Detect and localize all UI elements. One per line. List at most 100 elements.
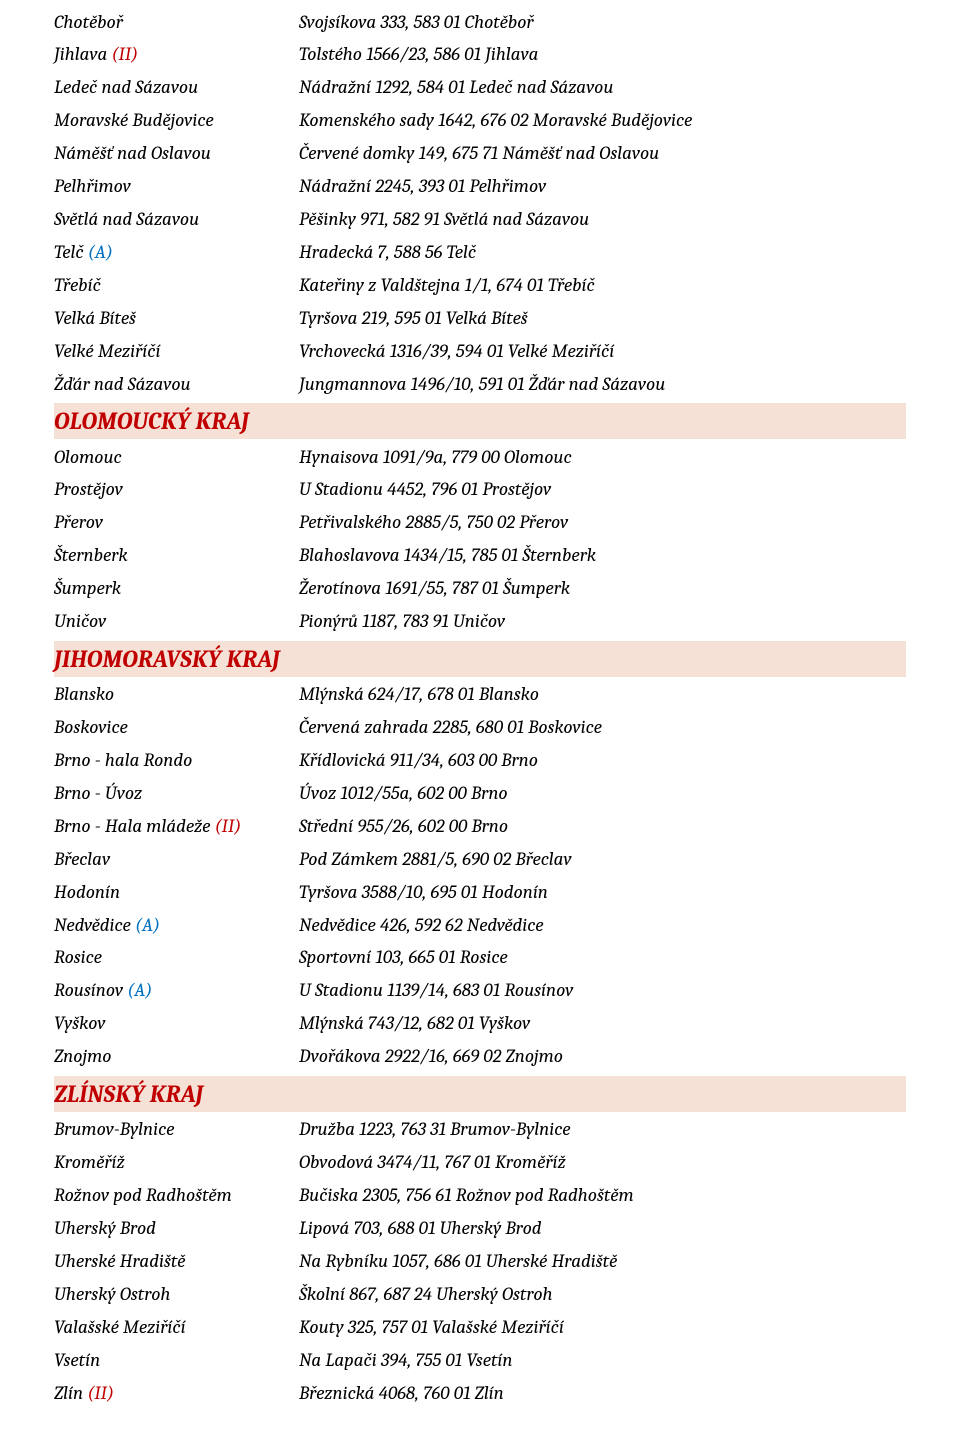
city-name: Nedvědice (A) bbox=[54, 912, 299, 940]
city-label: Valašské Meziříčí bbox=[54, 1316, 186, 1338]
city-name: Šternberk bbox=[54, 542, 299, 570]
address: Nádražní 2245, 393 01 Pelhřimov bbox=[299, 173, 906, 201]
table-row: Šternberk Blahoslavova 1434/15, 785 01 Št… bbox=[54, 540, 906, 573]
city-label: Náměšť nad Oslavou bbox=[54, 142, 211, 164]
city-name: Boskovice bbox=[54, 714, 299, 742]
city-name: Rosice bbox=[54, 944, 299, 972]
city-label: Vsetín bbox=[54, 1349, 100, 1371]
city-label: Brno - Úvoz bbox=[54, 782, 142, 804]
address-list: ChotěbořSvojsíkova 333, 583 01 ChotěbořJ… bbox=[54, 6, 906, 1410]
city-label: Hodonín bbox=[54, 881, 120, 903]
table-row: ŠumperkŽerotínova 1691/55, 787 01 Šumper… bbox=[54, 573, 906, 606]
city-label: Jihlava bbox=[54, 43, 107, 65]
table-row: OlomoucHynaisova 1091/9a, 779 00 Olomouc bbox=[54, 441, 906, 474]
table-row: Rousínov (A)U Stadionu 1139/14, 683 01 R… bbox=[54, 975, 906, 1008]
city-label: Rosice bbox=[54, 946, 102, 968]
table-row: KroměřížObvodová 3474/11, 767 01 Kroměří… bbox=[54, 1147, 906, 1180]
table-row: Uherské HradištěNa Rybníku 1057, 686 01 … bbox=[54, 1245, 906, 1278]
address: Blahoslavova 1434/15, 785 01 Šternberk bbox=[299, 542, 906, 570]
table-row: Rožnov pod RadhoštěmBučiska 2305, 756 61… bbox=[54, 1180, 906, 1213]
city-name: Valašské Meziříčí bbox=[54, 1314, 299, 1342]
city-label: Vyškov bbox=[54, 1012, 105, 1034]
city-name: Třebíč bbox=[54, 272, 299, 300]
address: Školní 867, 687 24 Uherský Ostroh bbox=[299, 1281, 906, 1309]
address: Petřivalského 2885/5, 750 02 Přerov bbox=[299, 509, 906, 537]
address: Na Lapači 394, 755 01 Vsetín bbox=[299, 1347, 906, 1375]
city-name: Brno - Úvoz bbox=[54, 780, 299, 808]
address: Úvoz 1012/55a, 602 00 Brno bbox=[299, 780, 906, 808]
address: Hradecká 7, 588 56 Telč bbox=[299, 239, 906, 267]
city-name: Prostějov bbox=[54, 476, 299, 504]
address: Vrchovecká 1316/39, 594 01 Velké Meziříč… bbox=[299, 338, 906, 366]
city-name: Břeclav bbox=[54, 846, 299, 874]
address: Březnická 4068, 760 01 Zlín bbox=[299, 1380, 906, 1408]
address: Nádražní 1292, 584 01 Ledeč nad Sázavou bbox=[299, 74, 906, 102]
city-name: Brno - Hala mládeže (II) bbox=[54, 813, 299, 841]
table-row: Ledeč nad SázavouNádražní 1292, 584 01 L… bbox=[54, 72, 906, 105]
city-label: Boskovice bbox=[54, 716, 128, 738]
address: Sportovní 103, 665 01 Rosice bbox=[299, 944, 906, 972]
table-row: ChotěbořSvojsíkova 333, 583 01 Chotěboř bbox=[54, 6, 906, 39]
table-row: Moravské BudějoviceKomenského sady 1642,… bbox=[54, 105, 906, 138]
table-row: Uherský OstrohŠkolní 867, 687 24 Uherský… bbox=[54, 1278, 906, 1311]
table-row: Brno - hala RondoKřídlovická 911/34, 603… bbox=[54, 744, 906, 777]
city-label: Světlá nad Sázavou bbox=[54, 208, 199, 230]
address: Komenského sady 1642, 676 02 Moravské Bu… bbox=[299, 107, 906, 135]
address: Červená zahrada 2285, 680 01 Boskovice bbox=[299, 714, 906, 742]
table-row: Náměšť nad Oslavou Červené domky 149, 675… bbox=[54, 138, 906, 171]
city-name: Hodonín bbox=[54, 879, 299, 907]
tag-ii: (II) bbox=[215, 815, 242, 837]
address: Pod Zámkem 2881/5, 690 02 Břeclav bbox=[299, 846, 906, 874]
city-label: Šternberk bbox=[54, 544, 128, 566]
address: Tyršova 3588/10, 695 01 Hodonín bbox=[299, 879, 906, 907]
city-name: Moravské Budějovice bbox=[54, 107, 299, 135]
tag-ii: (II) bbox=[87, 1382, 114, 1404]
address: Červené domky 149, 675 71 Náměšť nad Osl… bbox=[299, 140, 906, 168]
city-name: Blansko bbox=[54, 681, 299, 709]
city-name: Náměšť nad Oslavou bbox=[54, 140, 299, 168]
address: Družba 1223, 763 31 Brumov-Bylnice bbox=[299, 1116, 906, 1144]
city-label: Velké Meziříčí bbox=[54, 340, 160, 362]
city-label: Telč bbox=[54, 241, 84, 263]
table-row: Nedvědice (A)Nedvědice 426, 592 62 Nedvě… bbox=[54, 909, 906, 942]
city-name: Znojmo bbox=[54, 1043, 299, 1071]
city-name: Rožnov pod Radhoštěm bbox=[54, 1182, 299, 1210]
city-name: Uherské Hradiště bbox=[54, 1248, 299, 1276]
address: U Stadionu 1139/14, 683 01 Rousínov bbox=[299, 977, 906, 1005]
table-row: Žďár nad Sázavou Jungmannova 1496/10, 591… bbox=[54, 368, 906, 401]
table-row: Vyškov Mlýnská 743/12, 682 01 Vyškov bbox=[54, 1008, 906, 1041]
city-label: Žďár nad Sázavou bbox=[54, 373, 191, 395]
city-name: Brumov-Bylnice bbox=[54, 1116, 299, 1144]
table-row: Brumov-BylniceDružba 1223, 763 31 Brumov… bbox=[54, 1114, 906, 1147]
city-label: Blansko bbox=[54, 683, 114, 705]
address: Mlýnská 624/17, 678 01 Blansko bbox=[299, 681, 906, 709]
table-row: UničovPionýrů 1187, 783 91 Uničov bbox=[54, 606, 906, 639]
table-row: Přerov Petřivalského 2885/5, 750 02 Přero… bbox=[54, 507, 906, 540]
address: Střední 955/26, 602 00 Brno bbox=[299, 813, 906, 841]
city-label: Břeclav bbox=[54, 848, 110, 870]
city-label: Pelhřimov bbox=[54, 175, 131, 197]
city-name: Vyškov bbox=[54, 1010, 299, 1038]
address: Jungmannova 1496/10, 591 01 Žďár nad Sáz… bbox=[299, 371, 906, 399]
city-label: Nedvědice bbox=[54, 914, 131, 936]
city-name: Rousínov (A) bbox=[54, 977, 299, 1005]
address: Tyršova 219, 595 01 Velká Bíteš bbox=[299, 305, 906, 333]
table-row: Valašské MeziříčíKouty 325, 757 01 Valaš… bbox=[54, 1311, 906, 1344]
address: Hynaisova 1091/9a, 779 00 Olomouc bbox=[299, 444, 906, 472]
city-name: Uherský Brod bbox=[54, 1215, 299, 1243]
address: Lipová 703, 688 01 Uherský Brod bbox=[299, 1215, 906, 1243]
city-label: Kroměříž bbox=[54, 1151, 125, 1173]
tag-ii: (II) bbox=[111, 43, 138, 65]
city-name: Uherský Ostroh bbox=[54, 1281, 299, 1309]
city-name: Žďár nad Sázavou bbox=[54, 371, 299, 399]
city-label: Přerov bbox=[54, 511, 103, 533]
city-label: Brno - Hala mládeže bbox=[54, 815, 210, 837]
city-name: Velké Meziříčí bbox=[54, 338, 299, 366]
table-row: Vsetín Na Lapači 394, 755 01 Vsetín bbox=[54, 1344, 906, 1377]
address: Mlýnská 743/12, 682 01 Vyškov bbox=[299, 1010, 906, 1038]
table-row: TřebíčKateřiny z Valdštejna 1/1, 674 01 … bbox=[54, 269, 906, 302]
address: U Stadionu 4452, 796 01 Prostějov bbox=[299, 476, 906, 504]
address: Na Rybníku 1057, 686 01 Uherské Hradiště bbox=[299, 1248, 906, 1276]
table-row: Jihlava (II)Tolstého 1566/23, 586 01 Jih… bbox=[54, 39, 906, 72]
city-label: Uherský Brod bbox=[54, 1217, 156, 1239]
